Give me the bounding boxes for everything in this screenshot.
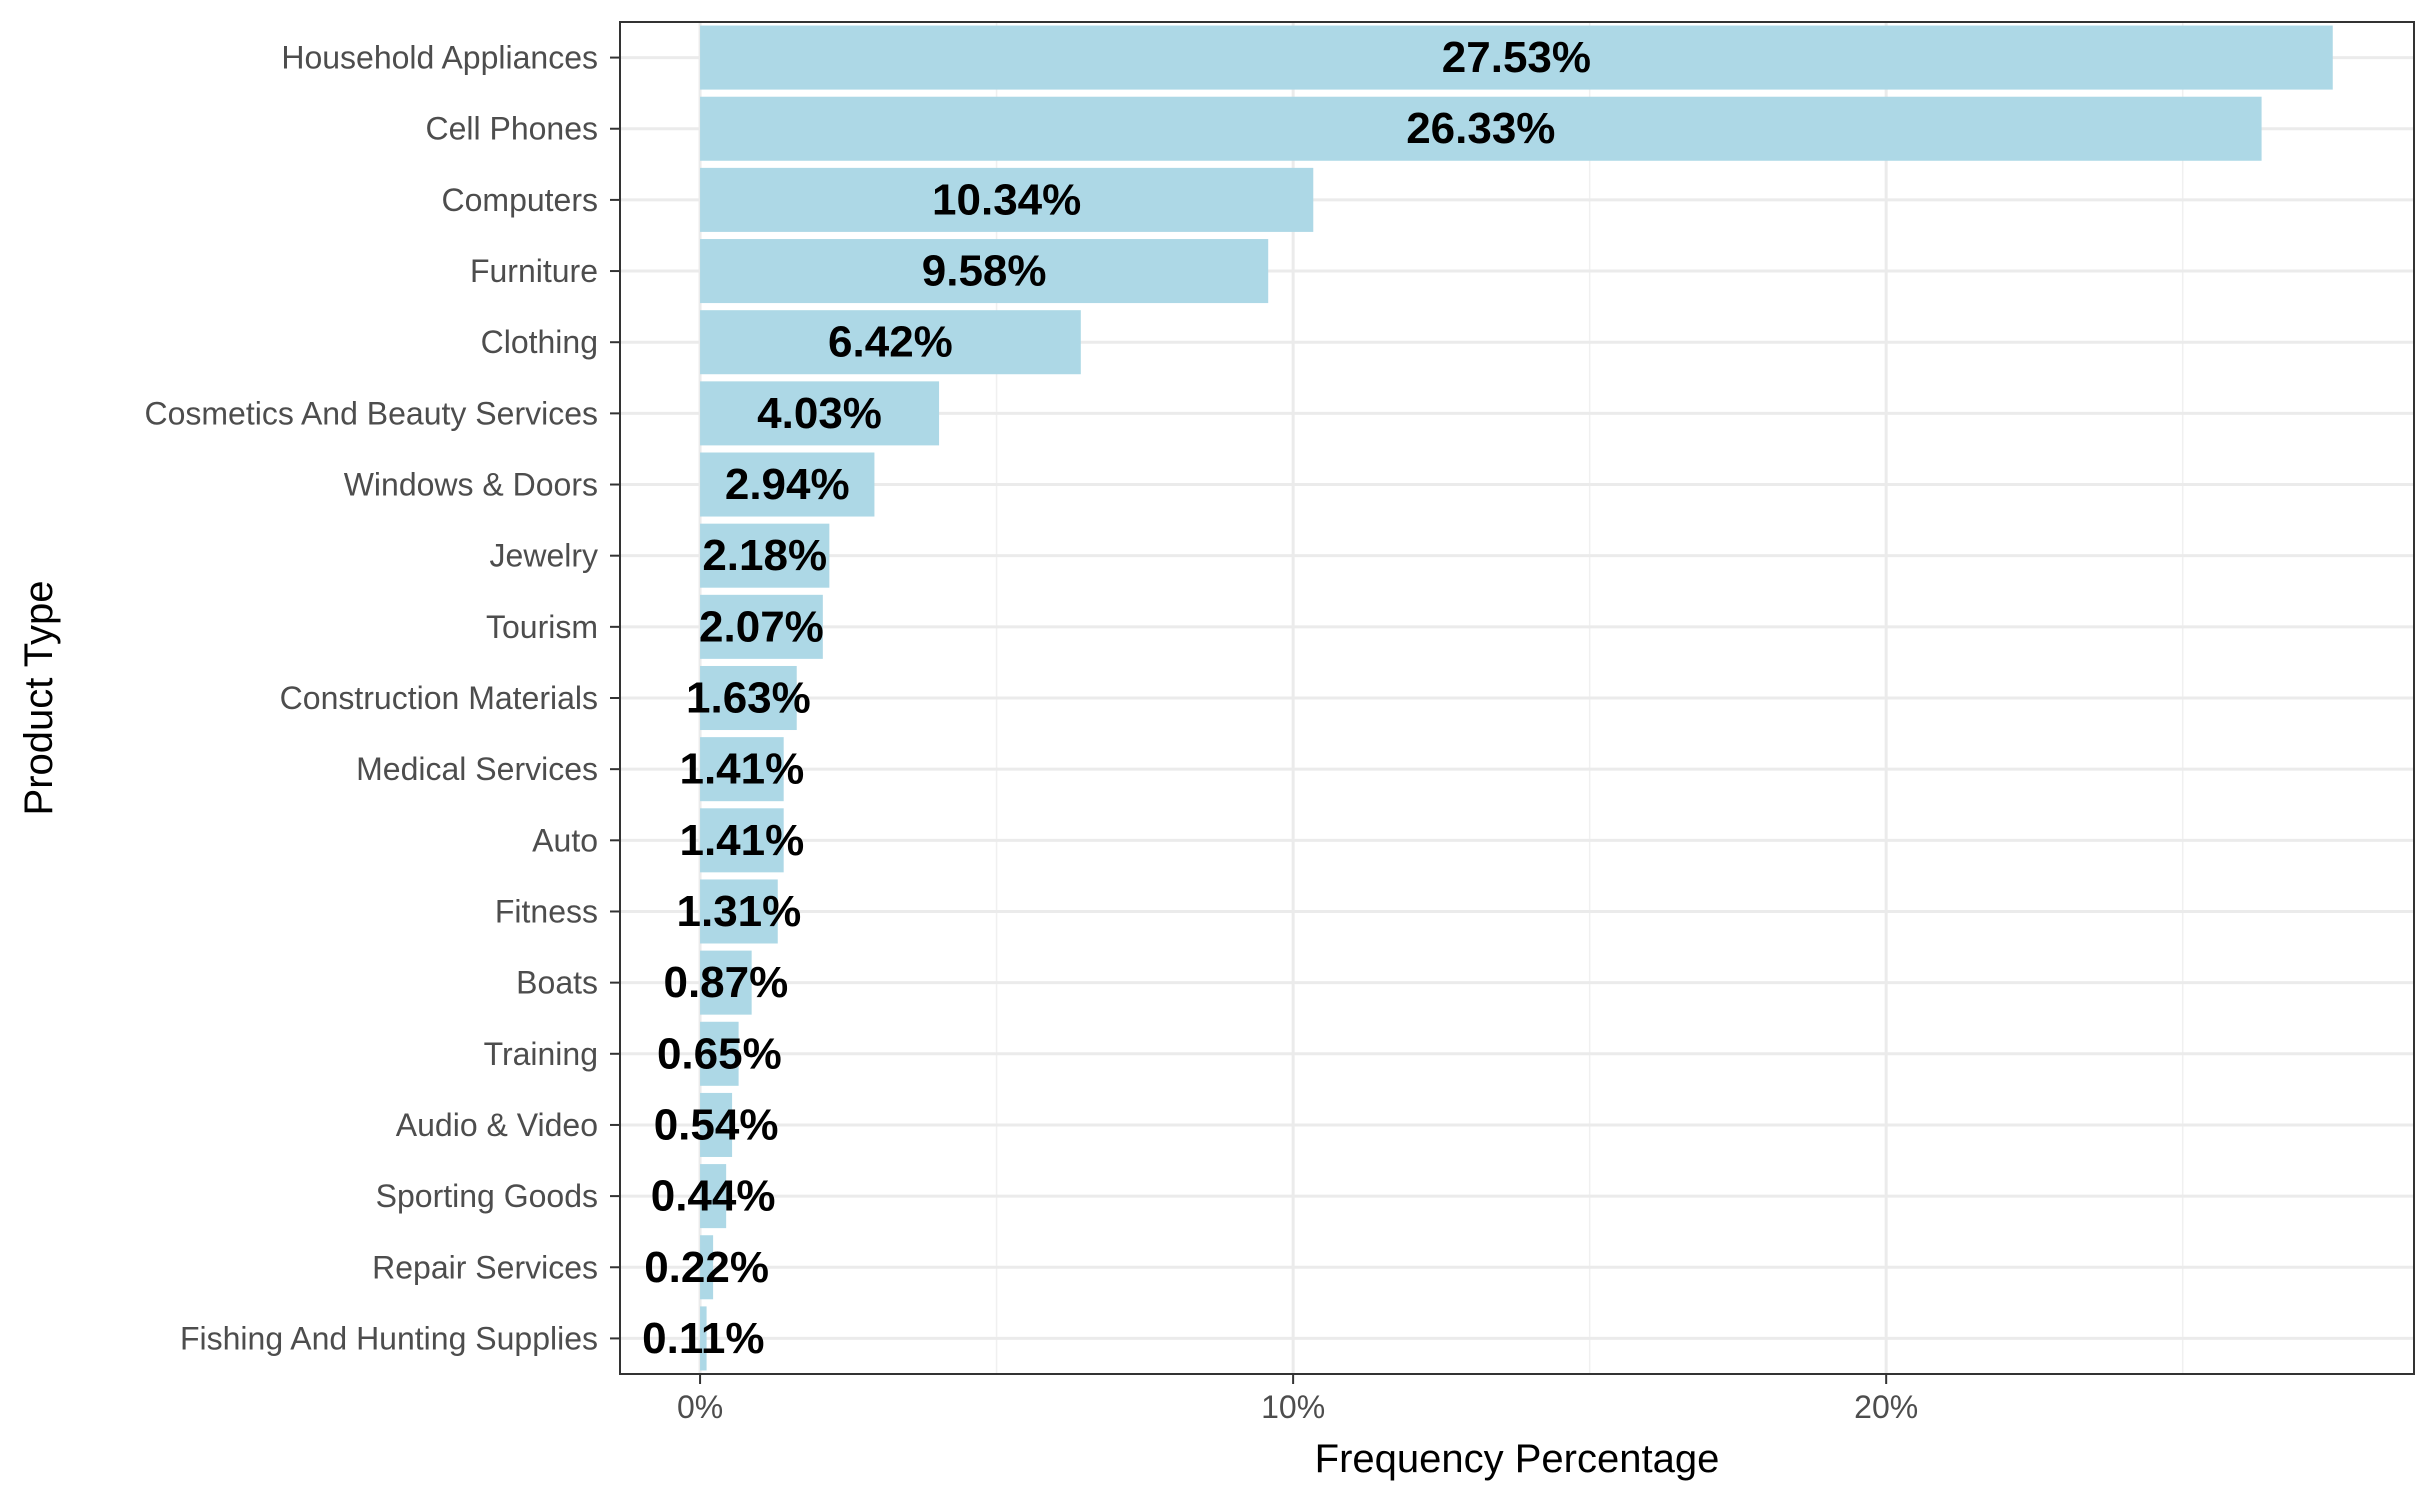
y-axis: Household Appliances Cell Phones Computers…: [144, 40, 620, 1356]
bar: [700, 25, 2333, 90]
y-tick-label: Computers: [442, 182, 599, 218]
y-tick-label: Audio & Video: [396, 1107, 598, 1143]
y-tick-label: Cosmetics And Beauty Services: [144, 395, 598, 431]
y-tick-label: Construction Materials: [280, 680, 598, 716]
data-label: 2.94%: [725, 460, 850, 509]
data-label: 6.42%: [828, 318, 953, 367]
data-label: 0.65%: [657, 1029, 782, 1078]
data-label: 1.41%: [679, 745, 804, 794]
y-tick-label: Windows & Doors: [344, 467, 598, 503]
data-label: 2.07%: [699, 602, 824, 651]
data-label: 0.22%: [644, 1243, 769, 1292]
data-label: 0.87%: [663, 958, 788, 1007]
bar: [700, 1021, 739, 1086]
bar: [700, 950, 752, 1015]
bar: [700, 594, 823, 659]
data-label: 1.31%: [677, 887, 802, 936]
data-label: 0.44%: [651, 1172, 776, 1221]
bar: [700, 808, 784, 873]
data-label: 10.34%: [932, 175, 1081, 224]
y-tick-label: Cell Phones: [425, 111, 598, 147]
data-label: 2.18%: [702, 531, 827, 580]
bar: [700, 879, 778, 944]
y-tick-label: Fitness: [495, 893, 598, 929]
y-tick-label: Fishing And Hunting Supplies: [180, 1320, 598, 1356]
data-label: 0.54%: [654, 1100, 779, 1149]
data-label: 4.03%: [757, 389, 882, 438]
data-label: 27.53%: [1442, 33, 1591, 82]
y-tick-label: Boats: [516, 965, 598, 1001]
bar: [700, 737, 784, 802]
bar: [700, 239, 1269, 304]
y-tick-label: Furniture: [470, 253, 598, 289]
bar: [700, 1235, 714, 1300]
y-tick-label: Household Appliances: [281, 40, 598, 76]
y-tick-label: Tourism: [486, 609, 598, 645]
bars: [700, 25, 2333, 1371]
bar: [700, 381, 940, 446]
data-label: 0.11%: [642, 1314, 764, 1363]
y-axis-title: Product Type: [17, 581, 61, 816]
data-label: 1.63%: [686, 674, 811, 723]
bar: [700, 1306, 707, 1371]
data-labels: 27.53% 26.33% 10.34% 9.58% 6.42% 4.03% 2.94% 2.…: [642, 33, 1591, 1363]
y-tick-label: Repair Services: [372, 1249, 598, 1285]
bar: [700, 452, 875, 517]
bar: [700, 665, 797, 731]
x-tick-label: 20%: [1854, 1389, 1918, 1425]
bar: [700, 523, 830, 588]
bar: [700, 167, 1314, 232]
y-tick-label: Auto: [532, 822, 598, 858]
y-tick-label: Jewelry: [490, 538, 598, 574]
bar: [700, 1092, 733, 1157]
bar: [700, 1164, 727, 1229]
y-tick-label: Sporting Goods: [376, 1178, 598, 1214]
x-tick-label: 10%: [1261, 1389, 1325, 1425]
x-tick-label: 0%: [677, 1389, 723, 1425]
x-axis-title: Frequency Percentage: [1315, 1437, 1720, 1481]
x-axis: 0% 10% 20%: [677, 1374, 1918, 1425]
data-label: 9.58%: [922, 247, 1047, 296]
data-label: 26.33%: [1406, 104, 1555, 153]
y-tick-label: Training: [484, 1036, 598, 1072]
bar: [700, 310, 1081, 375]
data-label: 1.41%: [679, 816, 804, 865]
bar: [700, 96, 2262, 161]
y-tick-label: Clothing: [481, 324, 598, 360]
y-tick-label: Medical Services: [356, 751, 598, 787]
